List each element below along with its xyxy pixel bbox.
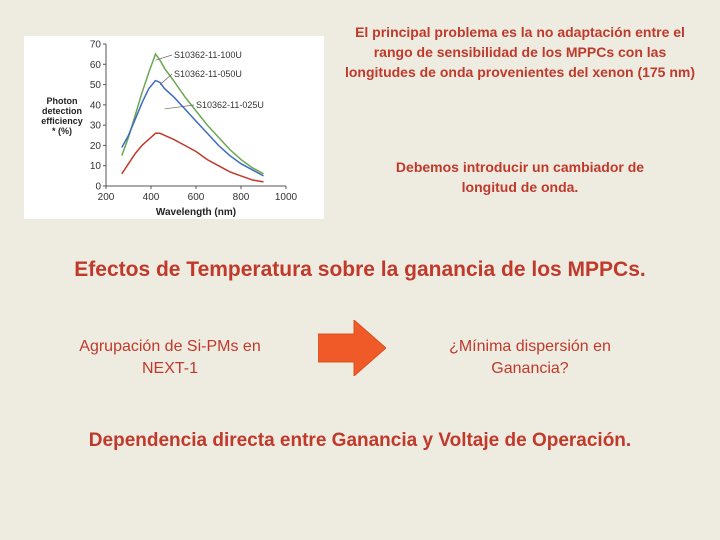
- series-label-3: S10362-11-025U: [196, 100, 264, 110]
- x-axis-label: Wavelength (nm): [156, 207, 236, 218]
- x-tick-label: 400: [143, 192, 160, 203]
- arrow-shape: [318, 320, 386, 376]
- series-leader-3: [164, 104, 195, 110]
- y-tick-label: 40: [90, 100, 102, 111]
- y-tick-label: 60: [90, 60, 102, 71]
- series-line-2: [121, 79, 264, 177]
- y-tick-label: 70: [90, 40, 102, 51]
- y-tick-label: 20: [90, 141, 102, 152]
- right-arrow-icon: [318, 320, 386, 376]
- dispersion-question: ¿Mínima dispersión en Ganancia?: [449, 338, 611, 377]
- x-tick-label: 1000: [275, 192, 298, 203]
- y-tick-label: 10: [90, 161, 102, 172]
- y-tick-label: 30: [90, 121, 102, 132]
- conclusion-heading: Dependencia directa entre Ganancia y Vol…: [88, 430, 632, 451]
- pde-chart: 0 10 20 30 40 50 60 70 200 400 600 800 1000 Wavelengt…: [24, 36, 324, 219]
- problem-note: El principal problema es la no adaptació…: [344, 24, 696, 80]
- x-tick-label: 600: [188, 192, 205, 203]
- series-line-1: [121, 52, 264, 175]
- temperature-heading: Efectos de Temperatura sobre la ganancia…: [74, 258, 646, 281]
- series-label-1: S10362-11-100U: [174, 50, 242, 60]
- y-tick-label: 50: [90, 80, 102, 91]
- series-leader-1: [155, 54, 173, 61]
- pde-chart-svg: 0 10 20 30 40 50 60 70 200 400 600 800 1000 Wavelengt…: [41, 40, 298, 219]
- x-tick-label: 800: [233, 192, 250, 203]
- y-axis-label: Photon detection efficiency * (%): [41, 96, 83, 136]
- x-tick-label: 200: [98, 192, 115, 203]
- series-label-2: S10362-11-050U: [174, 69, 242, 79]
- solution-note: Debemos introducir un cambiador de longi…: [395, 159, 645, 195]
- y-tick-label: 0: [95, 182, 101, 193]
- grouping-text: Agrupación de Si-PMs en NEXT-1: [79, 338, 261, 377]
- series-line-3: [121, 132, 264, 183]
- series-leader-2: [159, 73, 173, 85]
